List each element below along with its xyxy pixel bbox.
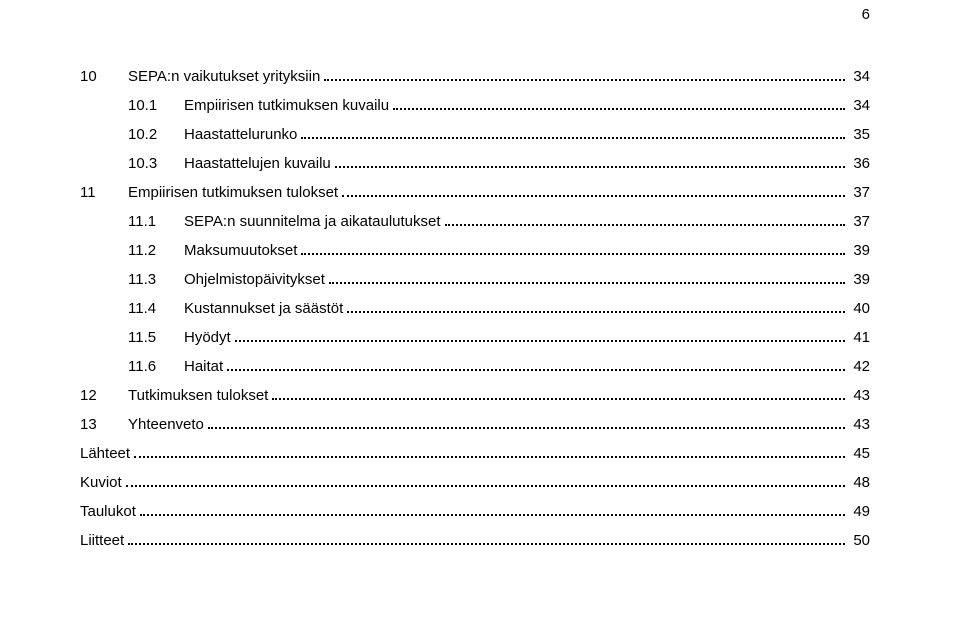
- toc-entry-page: 37: [849, 184, 870, 201]
- toc-leader-dots: [227, 362, 845, 371]
- toc-entry-title: Maksumuutokset: [184, 242, 297, 259]
- toc-entry-number: 10.1: [128, 97, 184, 114]
- toc-entry-number: 11.4: [128, 300, 184, 317]
- toc-entry-page: 41: [849, 329, 870, 346]
- toc-entry-title: SEPA:n suunnitelma ja aikataulutukset: [184, 213, 441, 230]
- toc-entry-page: 49: [849, 503, 870, 520]
- toc-entry-title: Hyödyt: [184, 329, 231, 346]
- toc-row: 13Yhteenveto 43: [80, 416, 870, 433]
- toc-leader-dots: [324, 72, 845, 81]
- toc-row: 10.2Haastattelurunko 35: [80, 126, 870, 143]
- toc-row: Lähteet 45: [80, 445, 870, 462]
- toc-entry-page: 43: [849, 416, 870, 433]
- toc-entry-title: Haastattelurunko: [184, 126, 297, 143]
- toc-entry-page: 36: [849, 155, 870, 172]
- toc-leader-dots: [126, 478, 846, 487]
- toc-entry-number: 11.2: [128, 242, 184, 259]
- toc-entry-page: 37: [849, 213, 870, 230]
- toc-leader-dots: [329, 275, 845, 284]
- toc-row: 12Tutkimuksen tulokset 43: [80, 387, 870, 404]
- toc-entry-number: 11.5: [128, 329, 184, 346]
- toc-row: Kuviot 48: [80, 474, 870, 491]
- toc-entry-number: 10: [80, 68, 128, 85]
- toc-leader-dots: [393, 101, 845, 110]
- toc-row: 11.4Kustannukset ja säästöt 40: [80, 300, 870, 317]
- toc-row: 11.2Maksumuutokset 39: [80, 242, 870, 259]
- toc-row: 10.1Empiirisen tutkimuksen kuvailu 34: [80, 97, 870, 114]
- toc-leader-dots: [347, 304, 845, 313]
- toc-entry-page: 34: [849, 68, 870, 85]
- toc-row: 10SEPA:n vaikutukset yrityksiin 34: [80, 68, 870, 85]
- toc-entry-number: 11.3: [128, 271, 184, 288]
- toc-entry-title: Haastattelujen kuvailu: [184, 155, 331, 172]
- toc-leader-dots: [272, 391, 845, 400]
- toc-entry-page: 50: [849, 532, 870, 549]
- toc-leader-dots: [342, 188, 845, 197]
- toc-entry-page: 43: [849, 387, 870, 404]
- toc-entry-page: 45: [849, 445, 870, 462]
- toc-leader-dots: [140, 507, 845, 516]
- document-page: 6 10SEPA:n vaikutukset yrityksiin3410.1E…: [0, 0, 960, 640]
- toc-entry-page: 39: [849, 271, 870, 288]
- toc-entry-page: 42: [849, 358, 870, 375]
- toc-leader-dots: [301, 130, 845, 139]
- toc-row: 11.1SEPA:n suunnitelma ja aikataulutukse…: [80, 213, 870, 230]
- toc-entry-number: 10.3: [128, 155, 184, 172]
- toc-leader-dots: [445, 217, 846, 226]
- toc-row: 11.3Ohjelmistopäivitykset 39: [80, 271, 870, 288]
- toc-leader-dots: [208, 420, 845, 429]
- toc-row: 11.5Hyödyt 41: [80, 329, 870, 346]
- toc-entry-page: 35: [849, 126, 870, 143]
- toc-entry-title: Liitteet: [80, 532, 124, 549]
- toc-leader-dots: [134, 449, 845, 458]
- toc-entry-number: 11.1: [128, 213, 184, 230]
- page-number: 6: [862, 6, 870, 23]
- toc-entry-page: 34: [849, 97, 870, 114]
- toc-row: Taulukot 49: [80, 503, 870, 520]
- toc-row: 11.6Haitat 42: [80, 358, 870, 375]
- toc-leader-dots: [128, 536, 845, 545]
- toc-entry-page: 48: [849, 474, 870, 491]
- toc-entry-number: 10.2: [128, 126, 184, 143]
- toc-leader-dots: [301, 246, 845, 255]
- toc-entry-number: 11: [80, 184, 128, 201]
- toc-row: 11Empiirisen tutkimuksen tulokset 37: [80, 184, 870, 201]
- toc-entry-title: Kustannukset ja säästöt: [184, 300, 343, 317]
- toc-entry-number: 11.6: [128, 358, 184, 375]
- toc-entry-title: Kuviot: [80, 474, 122, 491]
- toc-entry-number: 12: [80, 387, 128, 404]
- toc-entry-title: Haitat: [184, 358, 223, 375]
- toc-entry-title: Empiirisen tutkimuksen kuvailu: [184, 97, 389, 114]
- toc-entry-title: Ohjelmistopäivitykset: [184, 271, 325, 288]
- toc-entry-title: Lähteet: [80, 445, 130, 462]
- toc-entry-page: 39: [849, 242, 870, 259]
- toc-entry-title: Empiirisen tutkimuksen tulokset: [128, 184, 338, 201]
- toc-entry-page: 40: [849, 300, 870, 317]
- toc-entry-title: SEPA:n vaikutukset yrityksiin: [128, 68, 320, 85]
- toc-row: 10.3Haastattelujen kuvailu 36: [80, 155, 870, 172]
- toc-leader-dots: [335, 159, 846, 168]
- toc-entry-title: Tutkimuksen tulokset: [128, 387, 268, 404]
- toc-row: Liitteet 50: [80, 532, 870, 549]
- toc-entry-number: 13: [80, 416, 128, 433]
- table-of-contents: 10SEPA:n vaikutukset yrityksiin3410.1Emp…: [80, 68, 870, 549]
- toc-leader-dots: [235, 333, 846, 342]
- toc-entry-title: Taulukot: [80, 503, 136, 520]
- toc-entry-title: Yhteenveto: [128, 416, 204, 433]
